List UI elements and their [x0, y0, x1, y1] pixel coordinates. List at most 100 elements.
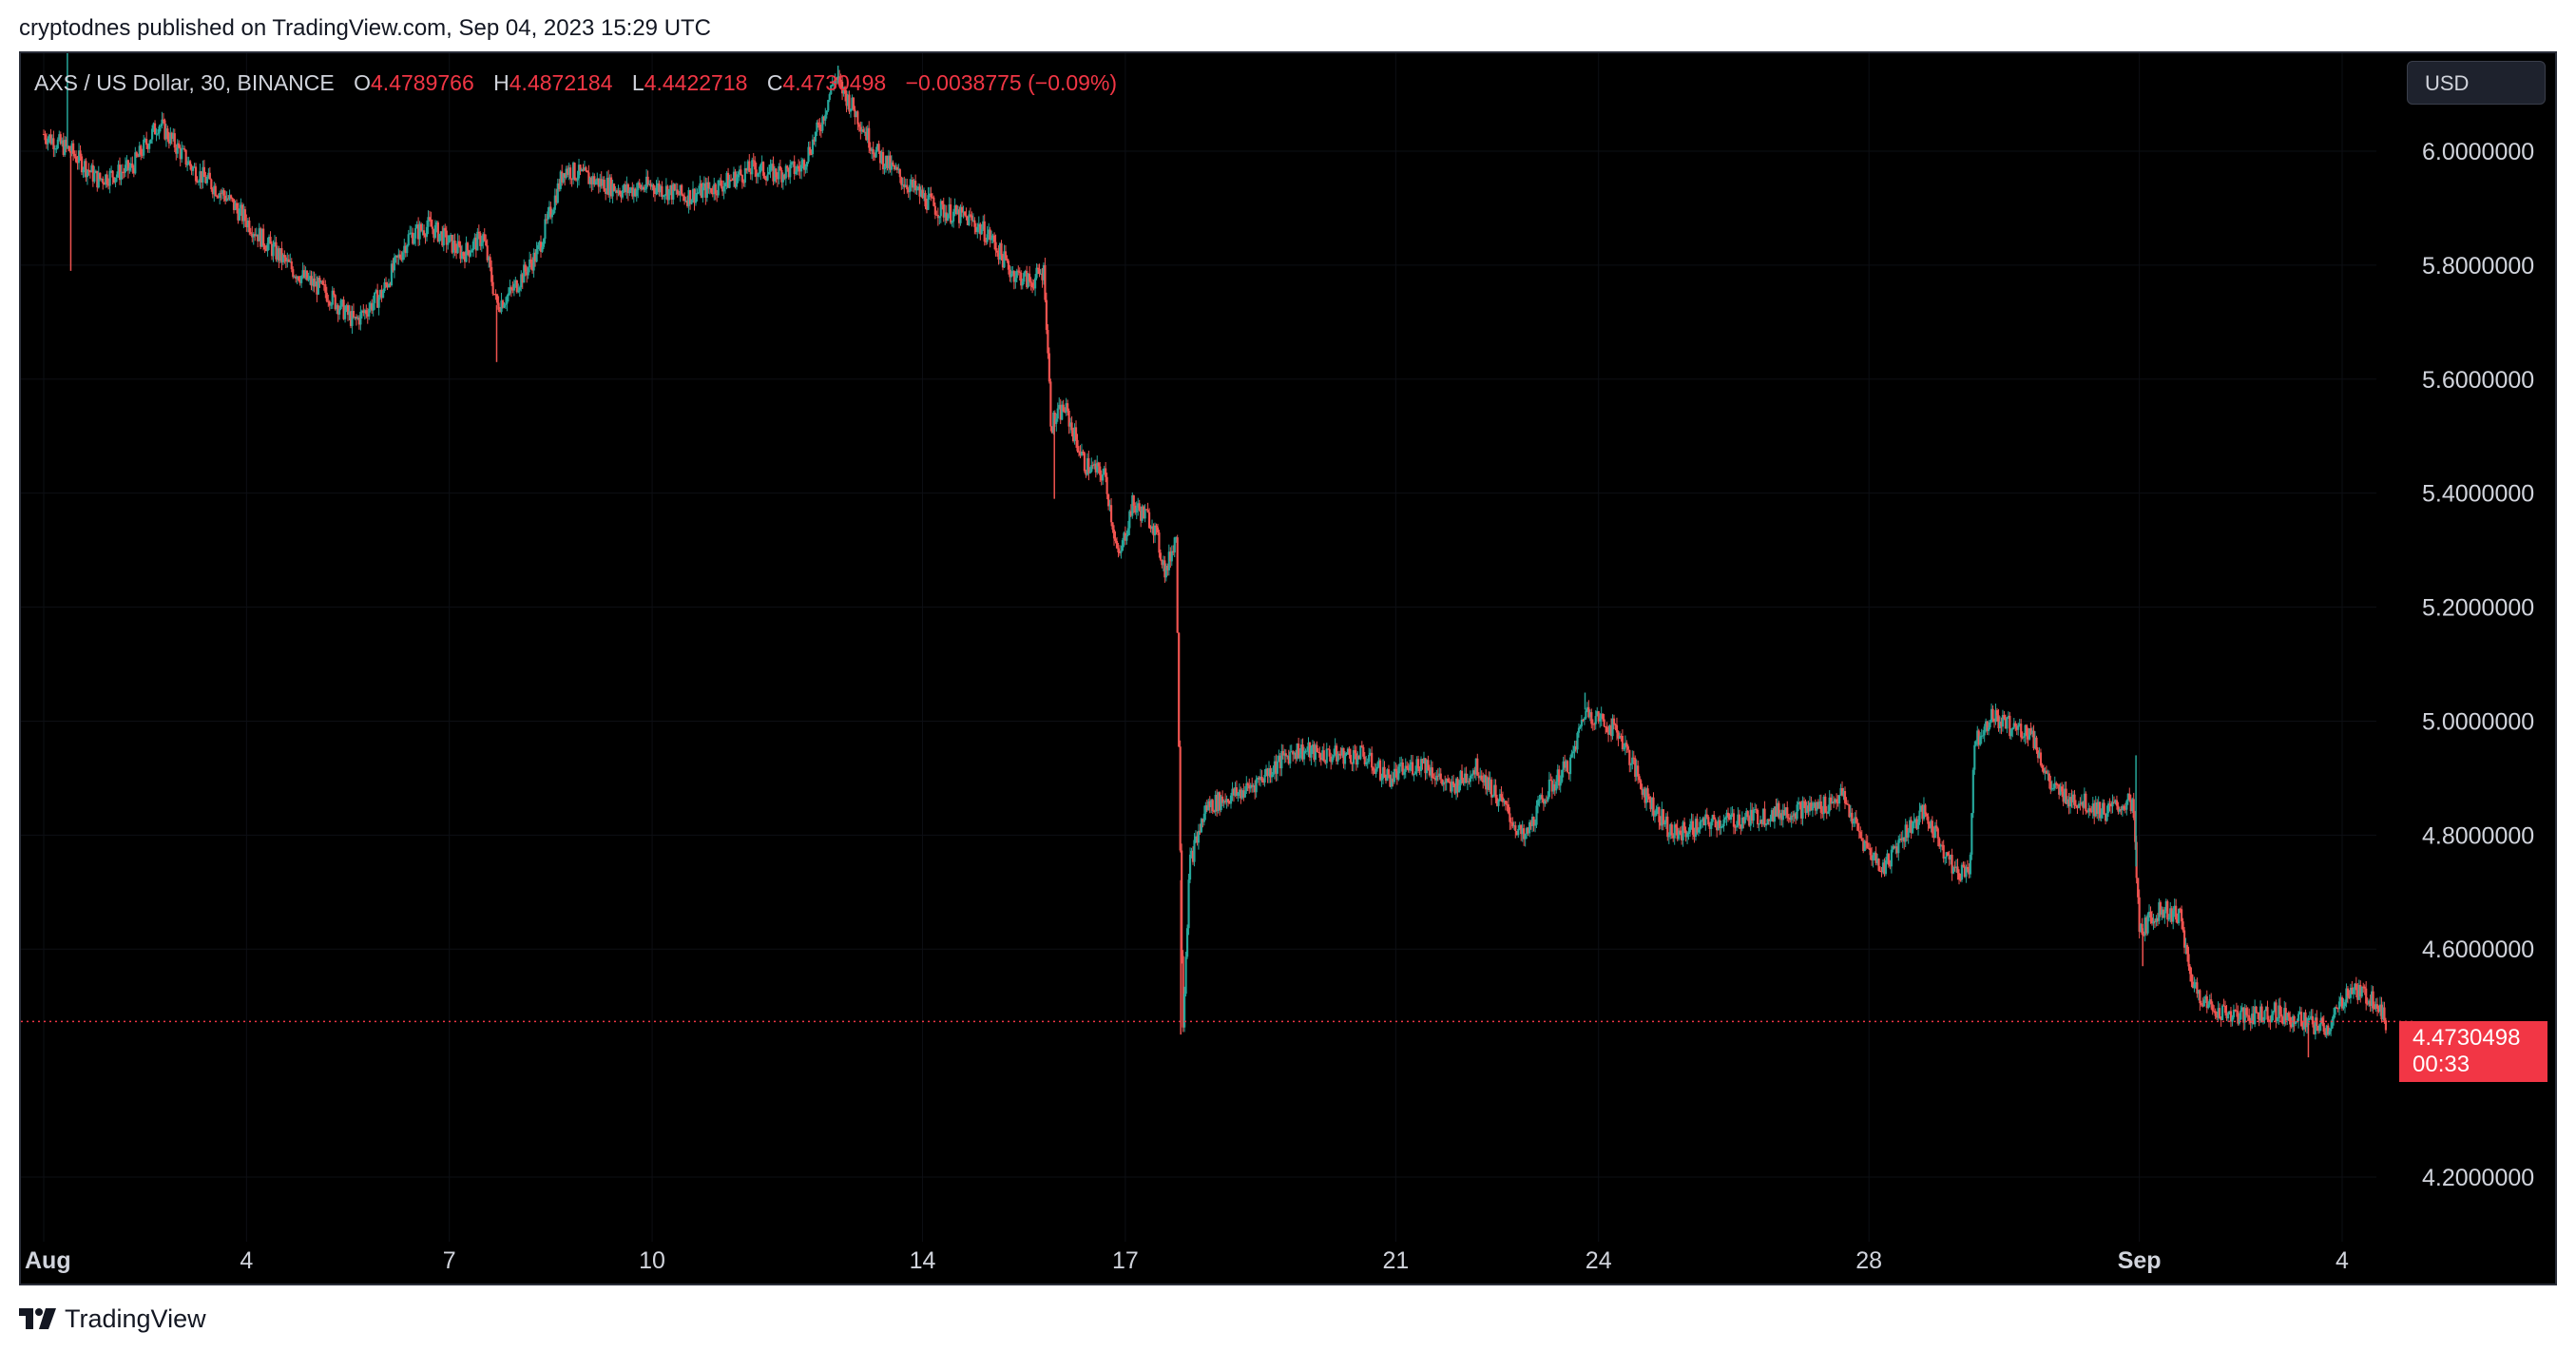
candle-body [957, 209, 961, 223]
candle-body [661, 185, 663, 198]
candle-body [308, 276, 312, 279]
candle-body [1146, 510, 1149, 512]
candle-body [1634, 758, 1637, 777]
candle-body [211, 189, 214, 195]
candle-body [1173, 537, 1176, 553]
candle-body [1083, 453, 1086, 472]
candle-body [156, 133, 160, 135]
candle-body [1001, 255, 1005, 268]
candle-body [2142, 934, 2145, 936]
candle-body [471, 250, 473, 253]
candle-body [1476, 758, 1479, 776]
candle-body [1963, 866, 1967, 878]
candle-body [1463, 773, 1467, 783]
candle-body [583, 167, 586, 171]
candle-body [571, 163, 575, 181]
candle-body [2117, 805, 2120, 812]
candle-body [1518, 824, 1521, 829]
candle-body [1576, 732, 1579, 750]
candle-body [153, 123, 157, 135]
candle-body [1368, 754, 1371, 763]
candle-body [2325, 1025, 2328, 1035]
candle-body [1849, 812, 1853, 818]
candle-body [2163, 911, 2166, 918]
candle-body [869, 147, 872, 151]
candle-body [403, 245, 406, 253]
candle-body [1495, 798, 1499, 806]
candle-body [2030, 730, 2034, 734]
candle-body [65, 140, 67, 146]
candle-body [2246, 1014, 2249, 1016]
candle-body [1874, 852, 1877, 863]
candle-body [1374, 770, 1376, 774]
candle-body [725, 172, 728, 183]
candle-body [430, 219, 433, 227]
candle-body [2257, 1012, 2259, 1014]
candle-body [1944, 857, 1947, 859]
candle-body [1009, 273, 1012, 278]
candle-body [687, 189, 690, 206]
candle-body [2179, 908, 2182, 910]
candle-body [1047, 330, 1049, 354]
candle-body [1787, 817, 1790, 819]
candle-body [851, 97, 854, 109]
candle-body [1036, 267, 1040, 270]
footer-brand[interactable]: TradingView [19, 1304, 206, 1333]
candle-body [2373, 1008, 2376, 1010]
candle-body [1409, 764, 1412, 771]
candle-body [307, 278, 310, 280]
candle-body [1699, 821, 1701, 830]
candle-body [1343, 755, 1347, 764]
candle-body [390, 263, 394, 286]
candle-body [1608, 724, 1611, 735]
candle-body [1890, 849, 1893, 867]
candle-body [2313, 1024, 2316, 1034]
candle-body [814, 131, 817, 142]
candle-body [2162, 909, 2164, 918]
candle-body [191, 167, 195, 171]
candle-body [2118, 809, 2122, 812]
candle-body [1713, 814, 1716, 820]
candle-body [886, 155, 889, 168]
candle-body [2169, 908, 2172, 918]
candle-body [925, 206, 929, 210]
candle-body [1012, 271, 1015, 282]
candle-body [1049, 381, 1052, 427]
candle-body [1562, 761, 1565, 770]
candle-body [1549, 779, 1552, 781]
candle-body [494, 294, 497, 296]
candle-body [1814, 802, 1817, 811]
candle-body [2225, 1013, 2228, 1019]
candle-body [1985, 721, 1988, 727]
candle-body [1357, 756, 1360, 760]
last-price-value: 4.4730498 [2413, 1025, 2521, 1051]
candle-body [1585, 710, 1587, 719]
candle-body [1938, 838, 1941, 847]
candle-body [1436, 775, 1439, 777]
candle-body [2103, 802, 2105, 815]
candle-body [1235, 787, 1239, 797]
candle-body [2345, 988, 2348, 1003]
candle-body [1202, 813, 1205, 822]
candle-body [2304, 1012, 2307, 1028]
candle-body [558, 183, 561, 189]
chart-panel[interactable]: 6.20000006.00000005.80000005.60000005.40… [19, 51, 2557, 1285]
currency-selector[interactable]: USD [2407, 61, 2546, 105]
candle-body [951, 221, 953, 223]
candle-body [1296, 744, 1298, 760]
candle-body [1507, 804, 1509, 814]
candle-body [901, 184, 904, 186]
candle-body [137, 156, 140, 158]
candle-body [1504, 800, 1508, 804]
candle-body [734, 171, 737, 187]
symbol-title[interactable]: AXS / US Dollar, 30, BINANCE [34, 70, 335, 95]
candle-body [1118, 552, 1122, 554]
candle-body [1635, 765, 1638, 777]
high-value: 4.4872184 [509, 70, 613, 95]
price-axis[interactable]: 6.20000006.00000005.80000005.60000005.40… [2422, 53, 2534, 1191]
candle-body [1182, 956, 1184, 1028]
time-axis[interactable]: Aug 4 7 10 14 17 21 24 28 Sep 4 [25, 1247, 2349, 1274]
price-chart[interactable]: 6.20000006.00000005.80000005.60000005.40… [21, 53, 2555, 1284]
candle-body [2287, 1013, 2290, 1017]
candle-body [1349, 754, 1353, 763]
